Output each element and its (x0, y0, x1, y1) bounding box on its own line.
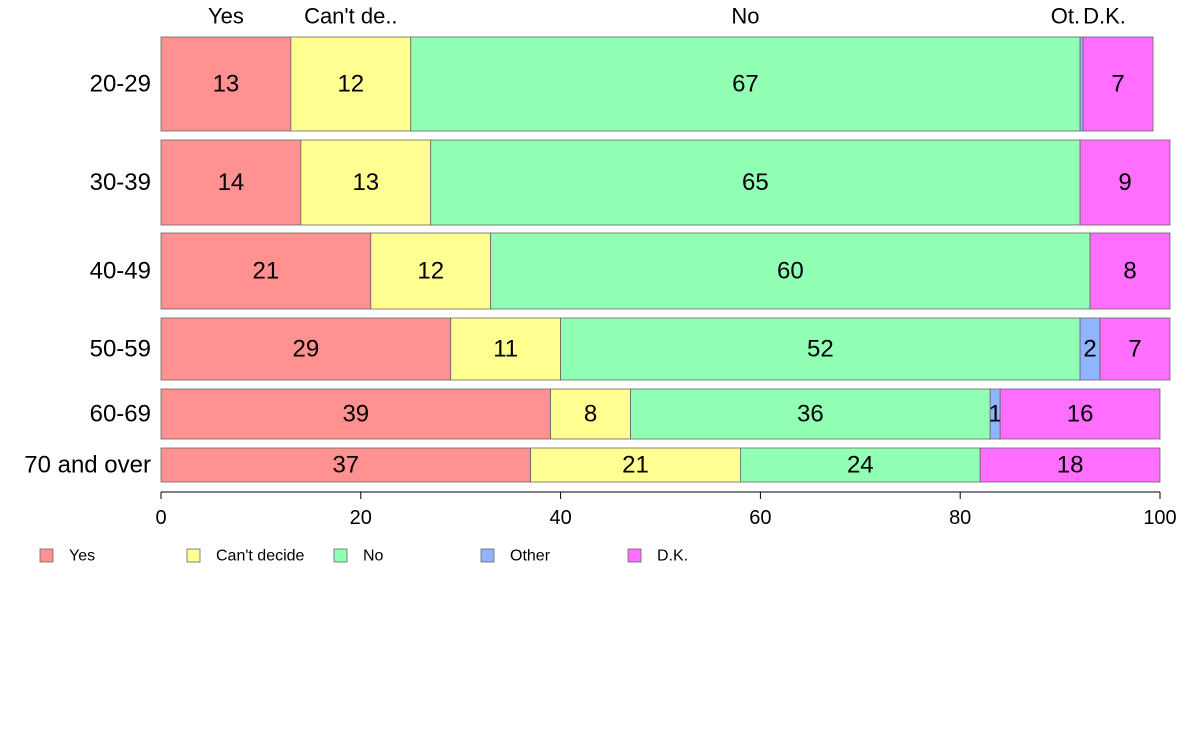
legend-swatch-d-k (627, 548, 642, 563)
legend-item-yes: Yes (39, 548, 95, 565)
x-tick-label-80: 80 (949, 507, 971, 529)
data-label-60-69-can-t-decide: 8 (584, 401, 597, 428)
bar-segment-20-29-no (410, 36, 1081, 132)
legend-swatch-other (480, 548, 495, 563)
data-label-50-59-no: 52 (807, 336, 834, 363)
bar-segment-60-69-d-k (999, 388, 1161, 440)
x-tick-label-20: 20 (350, 507, 372, 529)
category-label-50-59: 50-59 (90, 336, 151, 363)
bar-segment-70-and-over-yes (160, 447, 532, 483)
bar-segment-20-29-d-k (1082, 36, 1154, 132)
bar-segment-30-39-d-k (1079, 139, 1171, 226)
top-label-d-k: D.K. (1083, 4, 1126, 29)
category-label-70-and-over: 70 and over (24, 452, 151, 479)
bar-segment-60-69-can-t-decide (550, 388, 631, 440)
data-label-30-39-yes: 14 (218, 169, 245, 196)
data-label-50-59-other: 2 (1083, 336, 1096, 363)
data-label-20-29-can-t-decide: 12 (337, 71, 364, 98)
bar-segment-20-29-can-t-decide (290, 36, 412, 132)
x-tick-label-60: 60 (749, 507, 771, 529)
bar-segment-70-and-over-can-t-decide (530, 447, 741, 483)
legend-label-d-k: D.K. (657, 548, 688, 565)
bar-segment-50-59-no (560, 317, 1081, 381)
category-label-30-39: 30-39 (90, 169, 151, 196)
legend-swatch-can-t-decide (186, 548, 201, 563)
bar-segment-60-69-no (630, 388, 991, 440)
top-label-no: No (731, 4, 759, 29)
legend-item-other: Other (480, 548, 551, 565)
bar-segment-70-and-over-no (740, 447, 981, 483)
data-label-30-39-no: 65 (742, 169, 769, 196)
bar-segment-20-29-yes (160, 36, 292, 132)
data-label-50-59-yes: 29 (293, 336, 320, 363)
top-category-labels: Yes Can't de.. No Ot. D.K. (208, 4, 1126, 29)
bar-segment-50-59-yes (160, 317, 452, 381)
top-label-yes: Yes (208, 4, 244, 29)
data-label-20-29-no: 67 (732, 71, 759, 98)
data-label-50-59-d-k: 7 (1128, 336, 1141, 363)
y-axis-category-labels: 20-29 30-39 40-49 50-59 60-69 70 and over (24, 71, 151, 479)
data-label-20-29-d-k: 7 (1111, 71, 1124, 98)
x-tick-label-100: 100 (1143, 507, 1176, 529)
category-label-20-29: 20-29 (90, 71, 151, 98)
bar-row-30-39: 14 13 65 9 (160, 139, 1171, 226)
legend-label-no: No (363, 548, 384, 565)
bar-row-60-69: 39 8 36 1 16 (160, 388, 1161, 440)
data-label-60-69-no: 36 (797, 401, 824, 428)
bar-segment-60-69-yes (160, 388, 552, 440)
legend-label-can-t-decide: Can't decide (216, 548, 305, 565)
data-label-60-69-other: 1 (988, 401, 1001, 428)
data-label-70-and-over-d-k: 18 (1057, 452, 1084, 479)
bar-row-50-59: 29 11 52 2 7 (160, 317, 1171, 381)
data-label-40-49-yes: 21 (253, 258, 280, 285)
top-label-can-t-decide: Can't de.. (304, 4, 397, 29)
top-label-other: Ot. (1051, 4, 1080, 29)
bar-segment-50-59-d-k (1099, 317, 1171, 381)
legend-swatch-no (333, 548, 348, 563)
data-label-30-39-can-t-decide: 13 (352, 169, 379, 196)
data-label-40-49-d-k: 8 (1123, 258, 1136, 285)
legend-item-can-t-decide: Can't decide (186, 548, 305, 565)
bar-segment-20-29-other (1079, 36, 1084, 132)
legend-item-no: No (333, 548, 384, 565)
legend-item-d-k: D.K. (627, 548, 688, 565)
data-label-40-49-can-t-decide: 12 (417, 258, 444, 285)
category-label-60-69: 60-69 (90, 401, 151, 428)
data-label-70-and-over-yes: 37 (332, 452, 359, 479)
legend-label-yes: Yes (69, 548, 95, 565)
data-label-20-29-yes: 13 (213, 71, 240, 98)
bar-segment-30-39-can-t-decide (300, 139, 432, 226)
bar-segment-50-59-can-t-decide (450, 317, 561, 381)
bar-segment-70-and-over-d-k (979, 447, 1161, 483)
bars-layer: 13 12 67 7 14 13 65 9 21 12 60 8 29 11 52 2 7 39 8 36 1 16 37 2… (160, 36, 1171, 483)
legend: Yes Can't decide No Other D.K. (39, 548, 688, 565)
x-tick-label-0: 0 (155, 507, 166, 529)
bar-segment-30-39-no (430, 139, 1081, 226)
bar-row-20-29: 13 12 67 7 (160, 36, 1154, 132)
bar-row-40-49: 21 12 60 8 (160, 232, 1171, 310)
category-label-40-49: 40-49 (90, 258, 151, 285)
data-label-30-39-d-k: 9 (1118, 169, 1131, 196)
data-label-40-49-no: 60 (777, 258, 804, 285)
legend-swatch-yes (39, 548, 54, 563)
bar-segment-40-49-yes (160, 232, 372, 310)
x-tick-label-40: 40 (549, 507, 571, 529)
data-label-60-69-yes: 39 (342, 401, 369, 428)
data-label-50-59-can-t-decide: 11 (493, 336, 518, 363)
data-label-70-and-over-can-t-decide: 21 (622, 452, 649, 479)
data-label-70-and-over-no: 24 (847, 452, 874, 479)
data-label-60-69-d-k: 16 (1067, 401, 1094, 428)
legend-label-other: Other (510, 548, 551, 565)
bar-segment-40-49-d-k (1089, 232, 1171, 310)
bar-row-70-and-over: 37 21 24 18 (160, 447, 1161, 483)
bar-segment-30-39-yes (160, 139, 302, 226)
bar-segment-40-49-can-t-decide (370, 232, 492, 310)
x-axis: 0 20 40 60 80 100 (155, 491, 1177, 529)
